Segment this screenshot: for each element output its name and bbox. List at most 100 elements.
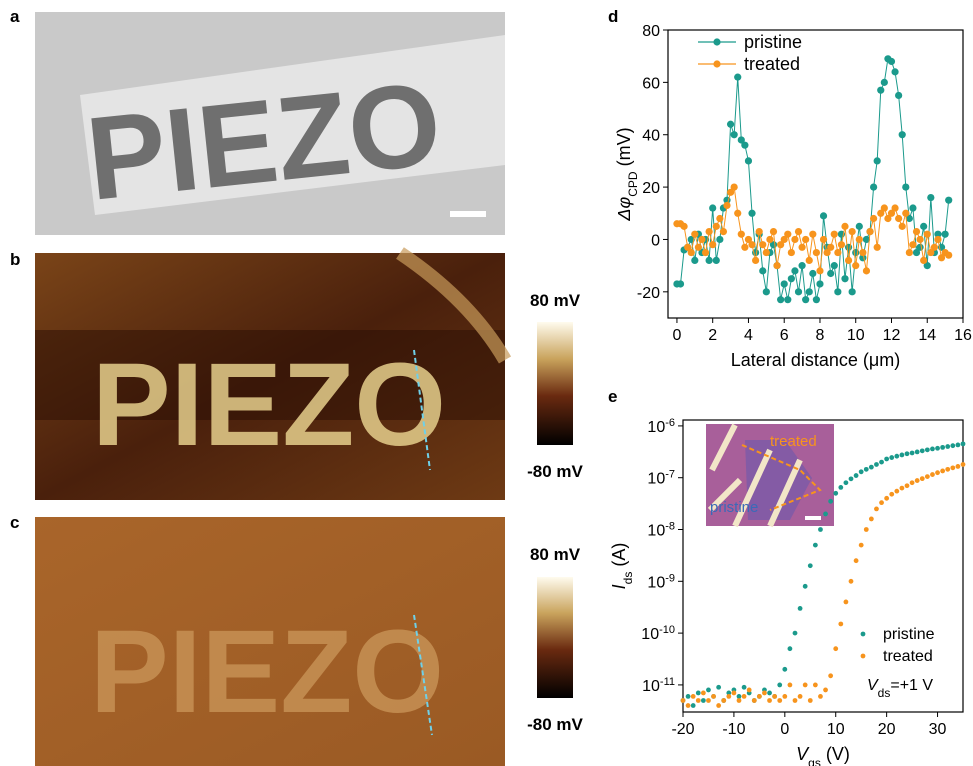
y-tick-exp: -7	[665, 469, 675, 481]
data-point	[709, 204, 716, 211]
data-point	[823, 512, 828, 517]
legend-marker	[713, 38, 720, 45]
data-point	[677, 280, 684, 287]
y-axis-label-rest: (A)	[609, 543, 629, 572]
data-point	[795, 288, 802, 295]
y-tick-exp: -10	[659, 624, 675, 636]
legend-label: pristine	[744, 32, 802, 52]
data-point	[795, 228, 802, 235]
data-point	[762, 691, 767, 696]
data-point	[905, 483, 910, 488]
data-point	[869, 517, 874, 522]
data-point	[902, 210, 909, 217]
data-point	[895, 215, 902, 222]
data-point	[759, 241, 766, 248]
data-point	[745, 157, 752, 164]
y-tick-label: 10-8	[647, 521, 675, 540]
data-point	[859, 469, 864, 474]
data-point	[723, 202, 730, 209]
panel-label: d	[608, 7, 618, 26]
data-point	[900, 486, 905, 491]
data-point	[899, 223, 906, 230]
y-tick-base: 10	[647, 523, 665, 540]
data-point	[930, 472, 935, 477]
data-point	[916, 244, 923, 251]
data-point	[782, 694, 787, 699]
data-point	[945, 252, 952, 259]
data-point	[895, 92, 902, 99]
y-axis-label: Ids (A)	[609, 543, 635, 590]
y-tick-exp: -11	[660, 676, 675, 688]
x-tick-label: 10	[827, 721, 845, 738]
data-point	[863, 267, 870, 274]
data-point	[856, 223, 863, 230]
data-point	[950, 443, 955, 448]
data-point	[752, 698, 757, 703]
data-point	[818, 694, 823, 699]
data-point	[834, 288, 841, 295]
data-point	[757, 694, 762, 699]
data-point	[734, 210, 741, 217]
x-tick-label: -10	[722, 721, 745, 738]
data-point	[834, 249, 841, 256]
data-point	[849, 476, 854, 481]
y-axis-label-rest: (mV)	[614, 127, 634, 171]
data-point	[706, 228, 713, 235]
data-point	[686, 703, 691, 708]
y-tick-exp: -6	[665, 417, 675, 429]
y-axis-label: ΔφCPD (mV)	[614, 127, 640, 221]
data-point	[856, 236, 863, 243]
colorbar	[537, 322, 573, 445]
panel-label: a	[10, 7, 20, 26]
x-tick-label: 10	[847, 327, 865, 344]
data-point	[845, 257, 852, 264]
data-point	[950, 465, 955, 470]
colorbar	[537, 577, 573, 698]
data-point	[833, 646, 838, 651]
data-point	[934, 236, 941, 243]
data-point	[920, 223, 927, 230]
data-point	[874, 244, 881, 251]
data-point	[874, 157, 881, 164]
data-point	[696, 698, 701, 703]
data-point	[691, 257, 698, 264]
data-point	[849, 579, 854, 584]
data-point	[709, 241, 716, 248]
data-point	[909, 241, 916, 248]
data-point	[701, 698, 706, 703]
panel-label: e	[608, 387, 617, 406]
data-point	[838, 241, 845, 248]
data-point	[793, 698, 798, 703]
data-point	[884, 457, 889, 462]
data-point	[732, 691, 737, 696]
y-tick-label: 10-9	[647, 572, 675, 591]
data-point	[849, 288, 856, 295]
data-point	[737, 698, 742, 703]
data-point	[734, 74, 741, 81]
data-point	[844, 480, 849, 485]
y-axis-label-main: Δφ	[614, 197, 634, 222]
data-point	[915, 478, 920, 483]
data-point	[942, 231, 949, 238]
data-point	[748, 210, 755, 217]
data-point	[781, 280, 788, 287]
data-point	[915, 449, 920, 454]
data-point	[931, 244, 938, 251]
y-tick-exp: -9	[665, 572, 675, 584]
image-text: PIEZO	[90, 606, 444, 738]
data-point	[888, 58, 895, 65]
data-point	[828, 673, 833, 678]
data-point	[833, 491, 838, 496]
data-point	[802, 296, 809, 303]
x-axis-label-rest: (V)	[821, 744, 850, 764]
figure: PIEZO PIEZO 80 mV -80 mV PIEZO 80 mV -80…	[0, 0, 973, 766]
data-point	[818, 527, 823, 532]
data-point	[879, 460, 884, 465]
x-axis-label-sub: gs	[808, 756, 821, 766]
x-tick-label: 4	[744, 327, 753, 344]
data-point	[748, 241, 755, 248]
data-point	[881, 204, 888, 211]
data-point	[737, 694, 742, 699]
data-point	[798, 244, 805, 251]
x-axis-label: Vgs (V)	[796, 744, 850, 766]
